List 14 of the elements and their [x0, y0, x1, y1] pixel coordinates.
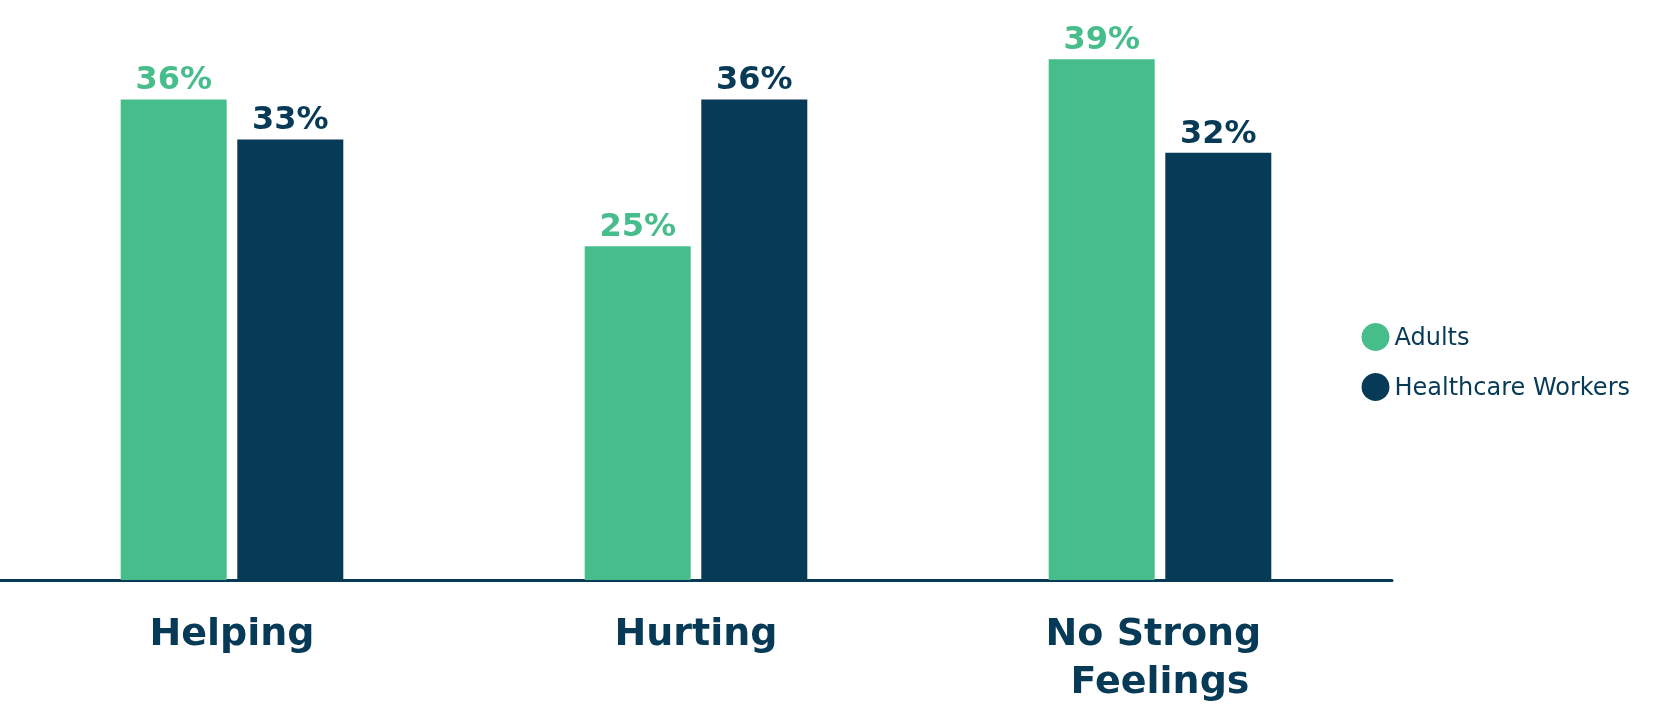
bar: [1048, 59, 1155, 580]
x-tick-label: Hurting: [614, 610, 778, 654]
x-tick-label: Helping: [149, 610, 315, 654]
data-label: 32%: [1180, 112, 1257, 151]
data-label: 36%: [135, 59, 212, 98]
legend-label: Healthcare Workers: [1394, 373, 1630, 401]
legend-label: Adults: [1394, 323, 1470, 351]
bar: [584, 246, 691, 580]
data-label: 36%: [716, 59, 793, 98]
x-tick-label: No Strong Feelings: [1045, 610, 1275, 702]
bar: [120, 99, 227, 580]
data-label: 25%: [599, 206, 676, 245]
data-label: 33%: [252, 99, 329, 138]
data-label: 39%: [1063, 19, 1140, 58]
